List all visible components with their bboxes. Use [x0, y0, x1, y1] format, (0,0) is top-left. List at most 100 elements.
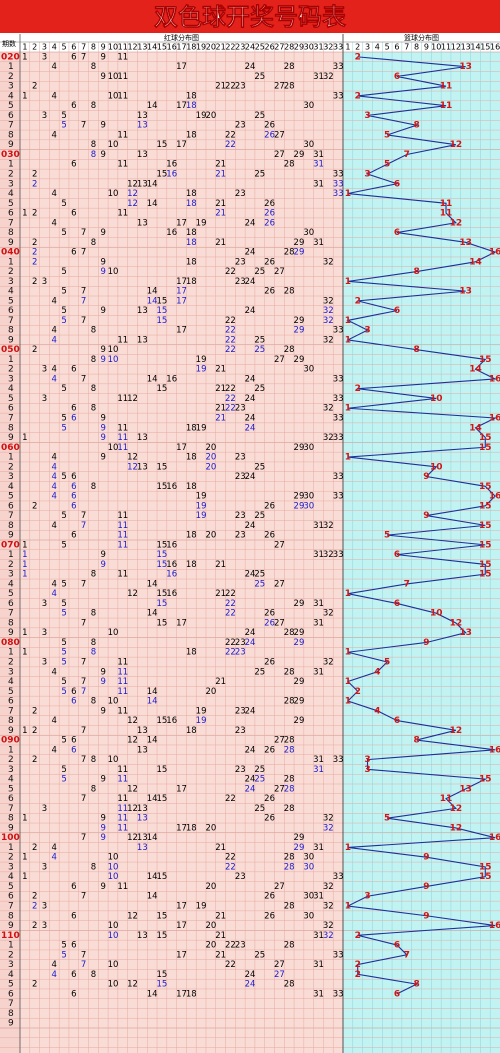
red-ball: 15 — [157, 140, 168, 150]
red-ball: 31 — [313, 72, 324, 82]
red-column-number: 27 — [274, 43, 284, 52]
period: 6 — [8, 404, 14, 414]
red-column-number: 8 — [91, 43, 96, 52]
red-ball: 26 — [264, 209, 275, 219]
blue-column-number: 12 — [451, 43, 461, 52]
red-ball: 9 — [100, 775, 105, 785]
period: 5 — [8, 199, 14, 209]
blue-column-number: 14 — [470, 43, 480, 52]
blue-column-number: 3 — [365, 43, 370, 52]
red-ball: 8 — [91, 355, 96, 365]
period: 040 — [1, 248, 20, 258]
red-ball: 28 — [284, 345, 295, 355]
red-ball: 11 — [117, 667, 128, 677]
red-ball: 31 — [313, 960, 324, 970]
red-ball: 24 — [245, 62, 256, 72]
blue-ball: 10 — [430, 609, 443, 619]
red-ball: 15 — [157, 560, 168, 570]
red-ball: 21 — [215, 209, 226, 219]
red-ball: 2 — [32, 892, 37, 902]
red-ball: 28 — [284, 745, 295, 755]
red-ball: 33 — [333, 492, 344, 502]
red-ball: 1 — [22, 560, 27, 570]
blue-ball: 9 — [423, 638, 429, 648]
red-ball: 6 — [71, 941, 76, 951]
red-ball: 25 — [254, 335, 265, 345]
red-ball: 15 — [157, 296, 168, 306]
red-ball: 22 — [225, 941, 236, 951]
red-ball: 27 — [274, 540, 285, 550]
red-ball: 21 — [215, 843, 226, 853]
blue-ball: 16 — [489, 921, 500, 931]
red-ball: 7 — [81, 618, 86, 628]
blue-ball: 2 — [355, 52, 361, 62]
period: 020 — [1, 52, 20, 62]
blue-ball: 1 — [345, 189, 351, 199]
red-ball: 27 — [274, 960, 285, 970]
red-ball: 4 — [52, 335, 57, 345]
red-column-number: 20 — [206, 43, 216, 52]
blue-ball: 16 — [489, 745, 500, 755]
red-ball: 19 — [196, 501, 207, 511]
blue-ball: 12 — [450, 823, 463, 833]
red-ball: 6 — [71, 414, 76, 424]
blue-ball: 6 — [394, 989, 400, 999]
red-ball: 2 — [32, 277, 37, 287]
red-ball: 28 — [284, 980, 295, 990]
red-ball: 2 — [32, 82, 37, 92]
red-column-number: 3 — [42, 43, 47, 52]
red-ball: 21 — [215, 170, 226, 180]
red-ball: 13 — [137, 111, 148, 121]
red-column-number: 22 — [225, 43, 235, 52]
red-ball: 7 — [81, 755, 86, 765]
blue-ball: 5 — [384, 130, 390, 140]
red-ball: 31 — [313, 892, 324, 902]
red-ball: 25 — [254, 345, 265, 355]
period: 6 — [8, 892, 14, 902]
red-ball: 24 — [245, 628, 256, 638]
red-ball: 2 — [32, 921, 37, 931]
red-ball: 32 — [323, 882, 334, 892]
period: 2 — [8, 170, 14, 180]
blue-ball: 15 — [479, 872, 492, 882]
period: 7 — [8, 511, 14, 521]
red-ball: 24 — [245, 706, 256, 716]
blue-ball: 14 — [469, 423, 482, 433]
red-ball: 30 — [303, 101, 314, 111]
red-ball: 27 — [274, 82, 285, 92]
blue-ball: 8 — [413, 345, 419, 355]
period: 7 — [8, 902, 14, 912]
red-ball: 4 — [52, 218, 57, 228]
red-ball: 29 — [294, 238, 305, 248]
red-ball: 1 — [22, 433, 27, 443]
red-column-number: 13 — [137, 43, 147, 52]
red-ball: 5 — [61, 677, 66, 687]
red-ball: 29 — [294, 492, 305, 502]
red-ball: 14 — [147, 579, 158, 589]
red-ball: 7 — [81, 658, 86, 668]
blue-ball: 15 — [479, 570, 492, 580]
red-ball: 21 — [215, 82, 226, 92]
red-ball: 7 — [81, 316, 86, 326]
red-ball: 10 — [108, 345, 119, 355]
red-ball: 1 — [22, 550, 27, 560]
red-ball: 9 — [100, 355, 105, 365]
red-ball: 20 — [205, 921, 216, 931]
red-ball: 29 — [294, 599, 305, 609]
red-ball: 14 — [147, 374, 158, 384]
red-ball: 24 — [245, 745, 256, 755]
red-ball: 1 — [22, 209, 27, 219]
period: 4 — [8, 91, 14, 101]
red-ball: 20 — [205, 111, 216, 121]
red-ball: 17 — [176, 326, 187, 336]
red-ball: 2 — [32, 179, 37, 189]
red-ball: 1 — [22, 540, 27, 550]
red-ball: 22 — [225, 648, 236, 658]
red-ball: 24 — [245, 414, 256, 424]
blue-ball: 2 — [355, 931, 361, 941]
red-ball: 31 — [313, 618, 324, 628]
red-ball: 32 — [323, 921, 334, 931]
red-ball: 16 — [166, 560, 177, 570]
blue-ball: 15 — [479, 355, 492, 365]
blue-ball: 1 — [345, 316, 351, 326]
